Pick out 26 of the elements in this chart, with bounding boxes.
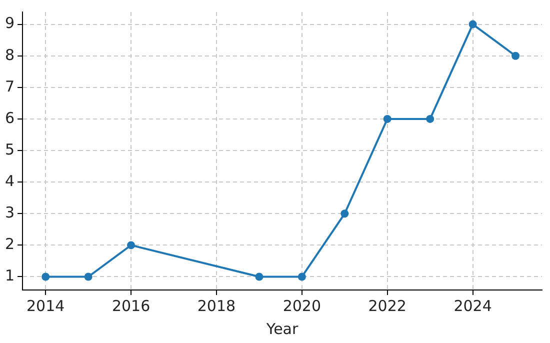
y-tick-label: 5: [4, 140, 15, 158]
y-tick-label: 3: [4, 204, 15, 222]
y-tick-label: 4: [4, 172, 15, 190]
point: [468, 20, 477, 28]
x-tick-label: 2014: [26, 296, 65, 315]
point: [340, 210, 349, 218]
x-tick-label: 2022: [368, 296, 406, 315]
x-axis-title: Year: [265, 320, 299, 338]
x-tick-label: 2018: [197, 296, 236, 315]
point: [512, 52, 520, 60]
y-tick-label: 2: [4, 235, 15, 254]
point: [42, 272, 50, 281]
point: [84, 272, 92, 281]
point: [127, 241, 136, 250]
y-tick-label: 8: [4, 46, 15, 64]
y-tick-label: 9: [4, 14, 15, 32]
y-tick-label: 7: [4, 77, 15, 96]
x-tick-label: 2024: [454, 296, 492, 315]
y-tick-label: 1: [4, 266, 15, 285]
y-tick-label: 6: [4, 108, 15, 127]
point: [255, 272, 264, 281]
x-tick-label: 2020: [282, 296, 322, 315]
x-tick-label: 2016: [112, 296, 150, 315]
point: [426, 114, 434, 123]
point: [298, 272, 306, 281]
point: [383, 114, 392, 123]
